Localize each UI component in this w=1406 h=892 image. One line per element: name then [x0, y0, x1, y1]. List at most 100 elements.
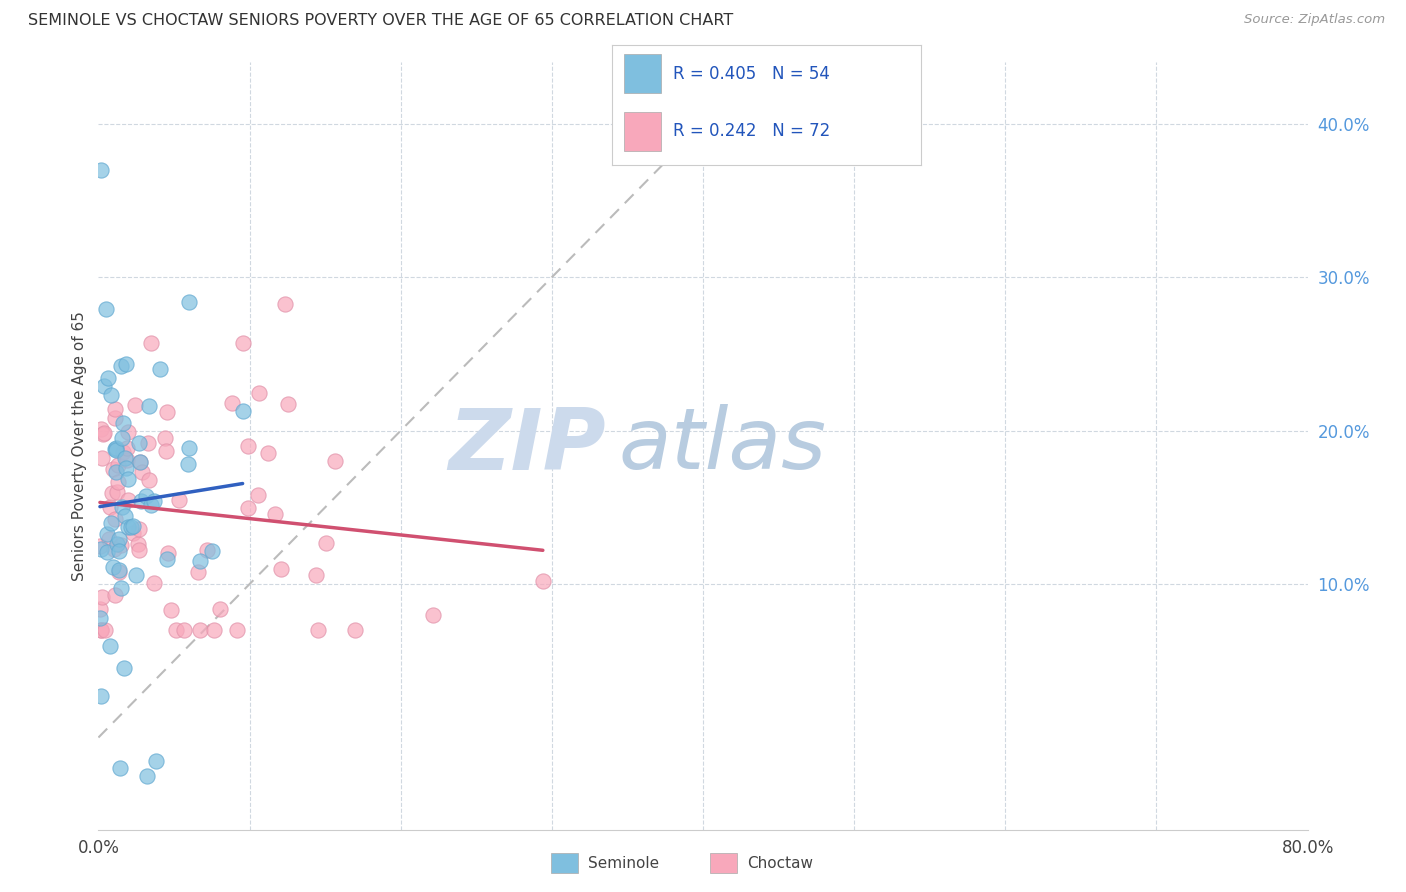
Bar — [624, 112, 661, 151]
Point — [107, 475, 129, 489]
Point — [89, 611, 111, 625]
Point — [135, 489, 157, 503]
Point — [153, 431, 176, 445]
Point — [201, 544, 224, 558]
Point — [274, 297, 297, 311]
Point — [98, 640, 121, 654]
Point — [117, 425, 139, 439]
Point — [236, 439, 259, 453]
Point — [90, 162, 112, 177]
Point — [104, 588, 127, 602]
Point — [307, 623, 329, 637]
Point — [202, 623, 225, 637]
Point — [115, 358, 138, 372]
Point — [110, 359, 132, 373]
Point — [129, 455, 152, 469]
Text: Source: ZipAtlas.com: Source: ZipAtlas.com — [1244, 13, 1385, 27]
Point — [156, 405, 179, 419]
Point — [98, 500, 121, 515]
Point — [131, 494, 153, 508]
Point — [236, 501, 259, 516]
Point — [96, 527, 118, 541]
Point — [97, 371, 120, 385]
Point — [143, 576, 166, 591]
Point — [91, 427, 114, 442]
Point — [101, 560, 124, 574]
Y-axis label: Seniors Poverty Over the Age of 65: Seniors Poverty Over the Age of 65 — [72, 311, 87, 581]
Point — [128, 522, 150, 536]
Bar — [624, 54, 661, 93]
Point — [122, 518, 145, 533]
Point — [422, 607, 444, 622]
Point — [188, 623, 211, 637]
Point — [104, 465, 127, 479]
Point — [155, 444, 177, 458]
Point — [104, 442, 127, 457]
Point — [136, 435, 159, 450]
Point — [149, 362, 172, 376]
Point — [93, 426, 115, 441]
Point — [531, 574, 554, 589]
Point — [90, 451, 112, 466]
Point — [343, 623, 366, 637]
Bar — [710, 853, 737, 873]
Text: atlas: atlas — [619, 404, 827, 488]
Point — [90, 690, 112, 704]
Point — [104, 410, 127, 425]
Point — [159, 603, 181, 617]
Point — [93, 379, 115, 393]
Point — [89, 539, 111, 553]
Point — [94, 302, 117, 317]
Point — [105, 485, 128, 500]
Point — [105, 537, 128, 551]
Point — [100, 486, 122, 500]
Point — [232, 335, 254, 350]
Point — [323, 454, 346, 468]
Text: Choctaw: Choctaw — [747, 855, 813, 871]
Point — [124, 398, 146, 412]
Point — [129, 455, 152, 469]
Text: SEMINOLE VS CHOCTAW SENIORS POVERTY OVER THE AGE OF 65 CORRELATION CHART: SEMINOLE VS CHOCTAW SENIORS POVERTY OVER… — [28, 13, 734, 29]
Point — [111, 431, 134, 445]
Point — [141, 336, 163, 351]
Point — [90, 422, 112, 436]
Point — [117, 520, 139, 534]
Point — [142, 494, 165, 508]
Point — [187, 565, 209, 579]
Point — [108, 566, 131, 580]
Point — [115, 452, 138, 467]
Point — [145, 754, 167, 768]
Point — [110, 582, 132, 596]
Point — [107, 458, 129, 472]
Point — [114, 450, 136, 465]
Point — [100, 516, 122, 530]
Point — [208, 602, 231, 616]
Point — [177, 457, 200, 471]
Point — [195, 543, 218, 558]
Point — [104, 441, 127, 455]
Point — [263, 507, 285, 521]
Point — [110, 538, 132, 552]
Point — [111, 416, 134, 430]
Point — [90, 623, 112, 637]
Point — [96, 544, 118, 558]
Point — [90, 542, 112, 557]
Point — [156, 546, 179, 560]
Point — [103, 542, 125, 557]
Point — [101, 462, 124, 476]
Bar — [551, 853, 578, 873]
Point — [122, 526, 145, 541]
Point — [111, 500, 134, 515]
Point — [139, 498, 162, 512]
Point — [131, 466, 153, 480]
Point — [100, 387, 122, 401]
Point — [125, 568, 148, 582]
Text: R = 0.405   N = 54: R = 0.405 N = 54 — [673, 64, 831, 82]
Point — [90, 591, 112, 605]
Point — [114, 509, 136, 524]
Point — [115, 461, 138, 475]
Point — [138, 473, 160, 487]
Point — [90, 623, 112, 637]
Text: R = 0.242   N = 72: R = 0.242 N = 72 — [673, 122, 831, 140]
Point — [315, 535, 337, 549]
